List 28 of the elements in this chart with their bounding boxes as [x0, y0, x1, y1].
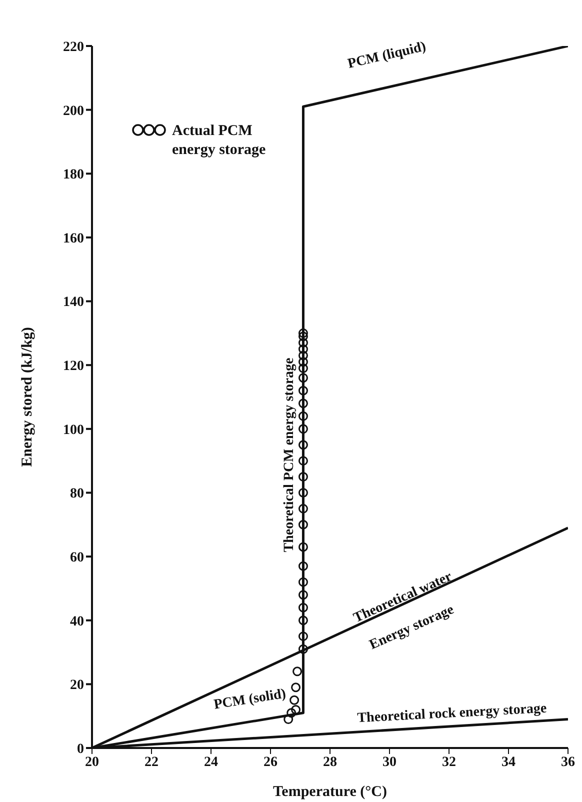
- y-tick-label: 200: [63, 104, 84, 119]
- y-tick-label: 80: [70, 486, 84, 502]
- y-tick-label: 180: [63, 168, 84, 183]
- x-axis-title: Temperature (°C): [273, 784, 387, 800]
- x-tick-label: 24: [204, 754, 218, 770]
- x-tick-label: 26: [264, 754, 278, 770]
- y-tick-label: 60: [70, 550, 84, 566]
- x-tick-label: 34: [502, 754, 516, 770]
- annotation: PCM (liquid): [346, 39, 428, 72]
- x-tick-label: 36: [561, 754, 575, 770]
- x-tick-label: 32: [442, 754, 456, 770]
- x-tick-label: 22: [144, 754, 158, 770]
- y-tick-label: 220: [63, 40, 84, 55]
- y-tick-label: 20: [70, 678, 84, 694]
- x-tick-label: 30: [382, 754, 396, 770]
- annotation: Theoretical PCM energy storage: [282, 358, 298, 552]
- y-tick-label: 100: [63, 422, 84, 438]
- x-tick-label: 28: [323, 754, 337, 770]
- y-tick-label: 160: [63, 231, 84, 246]
- x-tick-label: 20: [85, 754, 99, 770]
- y-tick-label: 40: [70, 614, 84, 630]
- annotation: PCM (solid): [212, 686, 288, 713]
- y-tick-label: 120: [63, 359, 84, 374]
- y-axis-title: Energy stored (kJ/kg): [19, 327, 36, 467]
- annotation: Theoretical rock energy storage: [356, 701, 548, 726]
- y-tick-label: 0: [77, 742, 84, 757]
- y-tick-label: 140: [63, 295, 84, 310]
- legend-label: Actual PCM energy storage: [172, 123, 266, 158]
